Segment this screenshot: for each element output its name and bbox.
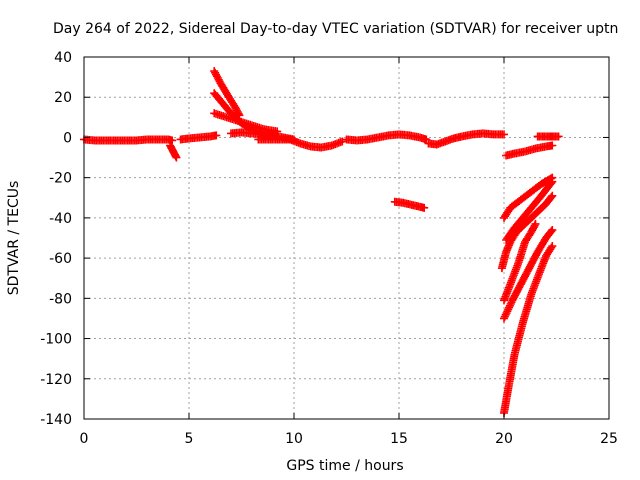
series-dip-4h [166, 141, 181, 162]
series-baseline-c [342, 130, 431, 145]
series-outlier-15h [390, 197, 429, 212]
data-point [503, 307, 512, 316]
series-spike-6h-a [210, 67, 244, 120]
data-point [420, 203, 429, 212]
x-tick-label: 15 [390, 431, 408, 447]
data-point [554, 132, 563, 141]
y-tick-label: 40 [54, 50, 72, 66]
data-point [547, 227, 556, 236]
series-arc-d [500, 219, 540, 305]
series-right-dot [533, 132, 563, 141]
data-point [547, 243, 556, 252]
x-tick-label: 10 [285, 431, 303, 447]
data-point [501, 310, 510, 319]
series-arc-b [500, 173, 557, 222]
data-point [500, 130, 508, 139]
x-axis-title: GPS time / hours [286, 458, 403, 474]
data-point [172, 153, 181, 162]
y-tick-label: -100 [40, 332, 72, 348]
data-point [548, 141, 557, 150]
series-baseline-a [80, 135, 177, 145]
y-tick-label: -60 [49, 251, 72, 267]
data-point [548, 242, 557, 251]
data-point [548, 191, 557, 200]
x-tick-label: 0 [80, 431, 89, 447]
data-point [505, 301, 514, 310]
data-point [530, 221, 539, 230]
series-baseline-d [424, 129, 508, 149]
y-tick-label: -40 [49, 211, 72, 227]
y-tick-label: -20 [49, 171, 72, 187]
data-point [547, 193, 556, 202]
data-point [504, 305, 513, 314]
series-arc-e [500, 225, 557, 323]
data-point [168, 136, 177, 145]
series-baseline-b [176, 131, 221, 144]
data-point [502, 309, 511, 318]
data-point [505, 303, 514, 312]
data-point [547, 179, 556, 188]
data-point [212, 131, 221, 140]
data-point [500, 312, 509, 321]
series-mid-9h [254, 135, 347, 152]
axis-ticks: 0 5 10 15 20 25 -140 -120 -100 -80 -60 -40 -20 0 20 40 [40, 50, 618, 447]
x-tick-label: 25 [600, 431, 618, 447]
y-tick-label: 0 [63, 130, 72, 146]
data-point [422, 135, 431, 144]
y-tick-label: 20 [54, 90, 72, 106]
series-arc-a [502, 141, 557, 160]
y-tick-label: -140 [40, 412, 72, 428]
data-point [500, 314, 508, 323]
y-tick-label: -80 [49, 291, 72, 307]
series-spike-6h-c [210, 109, 282, 136]
series-arc-g [502, 177, 557, 245]
x-tick-label: 20 [495, 431, 513, 447]
data-point [531, 219, 540, 228]
data-point [548, 177, 557, 186]
data-point [506, 299, 515, 308]
chart-title: Day 264 of 2022, Sidereal Day-to-day VTE… [53, 21, 618, 37]
y-tick-label: -120 [40, 372, 72, 388]
y-axis-title: SDTVAR / TECUs [6, 181, 22, 296]
data-point [338, 137, 347, 146]
data-point [548, 225, 557, 234]
data-points [80, 67, 563, 417]
plot-frame [83, 56, 610, 420]
x-tick-label: 5 [185, 431, 194, 447]
series-arc-f [500, 242, 557, 417]
